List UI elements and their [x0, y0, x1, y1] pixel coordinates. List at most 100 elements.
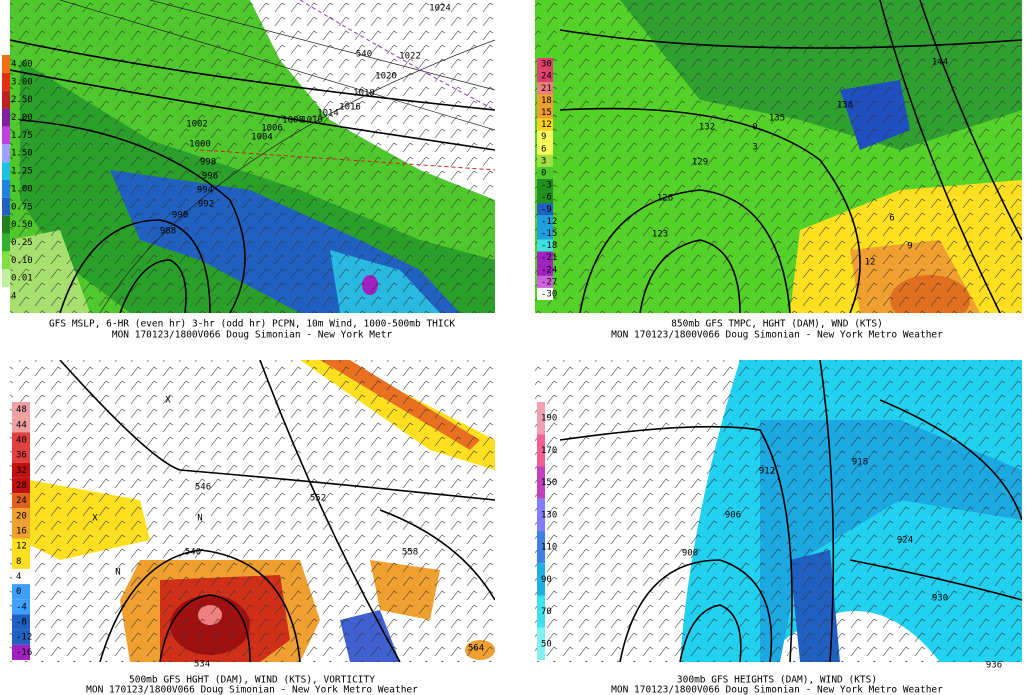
contour-label: 1014	[317, 109, 339, 119]
colorbar-swatch	[537, 130, 553, 143]
colorbar-swatch	[2, 90, 10, 109]
colorbar-label: 0.01	[11, 274, 33, 284]
colorbar-label: 15	[541, 108, 552, 118]
colorbar-label: 32	[16, 466, 27, 476]
colorbar-swatch	[537, 531, 545, 564]
colorbar-swatch	[2, 269, 10, 288]
colorbar-label: 2.00	[11, 113, 33, 123]
colorbar-label: 20	[16, 511, 27, 521]
contour-label: 3	[752, 143, 757, 153]
colorbar-label: -4	[16, 602, 27, 612]
colorbar-swatch	[537, 82, 553, 95]
panel-caption: GFS MSLP, 6-HR (even hr) 3-hr (odd hr) P…	[49, 319, 455, 330]
colorbar-label: 21	[541, 84, 552, 94]
colorbar-swatch	[537, 94, 553, 107]
colorbar-swatch	[537, 154, 553, 167]
colorbar-label: 44	[16, 420, 27, 430]
contour-label: 138	[837, 101, 853, 111]
colorbar-swatch	[2, 108, 10, 127]
contour-label: 135	[769, 114, 785, 124]
colorbar-swatch	[537, 58, 553, 71]
colorbar-label: 1.00	[11, 184, 33, 194]
colorbar-swatch	[12, 629, 30, 645]
colorbar-label: 9	[541, 132, 546, 142]
colorbar-label: 4	[11, 292, 16, 302]
contour-label: 6	[889, 214, 894, 224]
panel-caption: MON 170123/1800V066 Doug Simonian - New …	[112, 330, 393, 341]
contour-label: 1016	[339, 103, 361, 113]
colorbar-swatch	[537, 106, 553, 119]
colorbar-label: -18	[541, 241, 557, 251]
contour-label: 930	[932, 594, 948, 604]
map-panel-4	[535, 360, 1022, 662]
contour-label: 123	[652, 230, 668, 240]
contour-label: 998	[200, 158, 216, 168]
colorbar-swatch	[12, 432, 30, 448]
colorbar-label: 1.75	[11, 131, 33, 141]
panel-caption: 500mb GFS HGHT (DAM), WIND (KTS), VORTIC…	[129, 675, 375, 686]
panel: 500mb GFS HGHT (DAM), WIND (KTS), VORTIC…	[12, 396, 484, 695]
colorbar-label: -3	[541, 181, 552, 191]
panel-caption: MON 170123/1800V066 Doug Simonian - New …	[611, 330, 943, 341]
colorbar-swatch	[537, 142, 553, 155]
panel-caption: MON 170123/1800V066 Doug Simonian - New …	[611, 685, 943, 695]
colorbar-label: -12	[16, 633, 32, 643]
colorbar-swatch	[12, 644, 30, 660]
colorbar-label: 170	[541, 446, 557, 456]
colorbar-swatch	[537, 203, 553, 216]
colorbar-swatch	[2, 233, 10, 252]
colorbar-swatch	[12, 447, 30, 463]
contour-label: 9	[907, 242, 912, 252]
colorbar-swatch	[12, 508, 30, 524]
contour-label: 996	[202, 172, 218, 182]
colorbar-swatch	[2, 197, 10, 216]
colorbar-swatch	[12, 493, 30, 509]
colorbar-swatch	[537, 498, 545, 531]
colorbar-swatch	[12, 402, 30, 418]
colorbar-label: 0	[16, 587, 21, 597]
contour-label: 900	[682, 549, 698, 559]
contour-label: 534	[194, 660, 210, 670]
colorbar-swatch	[12, 599, 30, 615]
contour-label: 540	[185, 548, 201, 558]
colorbar-label: 18	[541, 96, 552, 106]
colorbar-label: 24	[541, 72, 552, 82]
colorbar-swatch	[12, 417, 30, 433]
colorbar-swatch	[2, 72, 10, 91]
map-panel-2	[535, 0, 1022, 313]
colorbar-label: 3	[541, 156, 546, 166]
colorbar-swatch	[12, 568, 30, 585]
colorbar-label: -12	[541, 217, 557, 227]
contour-label: 0	[752, 123, 757, 133]
contour-label: 129	[692, 158, 708, 168]
colorbar-label: 12	[541, 120, 552, 130]
panel: 850mb GFS TMPC, HGHT (DAM), WND (KTS)MON…	[537, 58, 948, 341]
colorbar-label: 3.00	[11, 77, 33, 87]
colorbar-label: 30	[541, 60, 552, 70]
colorbar-swatch	[537, 166, 553, 179]
colorbar-swatch	[2, 126, 10, 145]
colorbar-label: 0.75	[11, 202, 33, 212]
colorbar-label: 16	[16, 527, 27, 537]
contour-label: N	[197, 514, 202, 524]
colorbar-swatch	[537, 118, 553, 131]
panel-caption: 300mb GFS HEIGHTS (DAM), WIND (KTS)	[677, 675, 877, 686]
map-panel-3	[10, 360, 495, 662]
colorbar-label: -15	[541, 229, 557, 239]
colorbar-label: 50	[541, 639, 552, 649]
contour-label: X	[165, 396, 171, 406]
colorbar-swatch	[537, 563, 545, 596]
colorbar-swatch	[537, 191, 553, 204]
colorbar-label: 150	[541, 478, 557, 488]
panel-caption: MON 170123/1800V066 Doug Simonian - New …	[86, 685, 418, 695]
colorbar-label: -30	[541, 289, 557, 299]
colorbar-label: 90	[541, 575, 552, 585]
colorbar-swatch	[537, 627, 545, 660]
contour-label: 1008	[282, 116, 304, 126]
colorbar-label: 28	[16, 481, 27, 491]
colorbar-label: -9	[541, 205, 552, 215]
colorbar-swatch	[537, 215, 553, 228]
colorbar-label: -24	[541, 265, 557, 275]
contour-label: 992	[198, 200, 214, 210]
contour-label: 132	[699, 123, 715, 133]
